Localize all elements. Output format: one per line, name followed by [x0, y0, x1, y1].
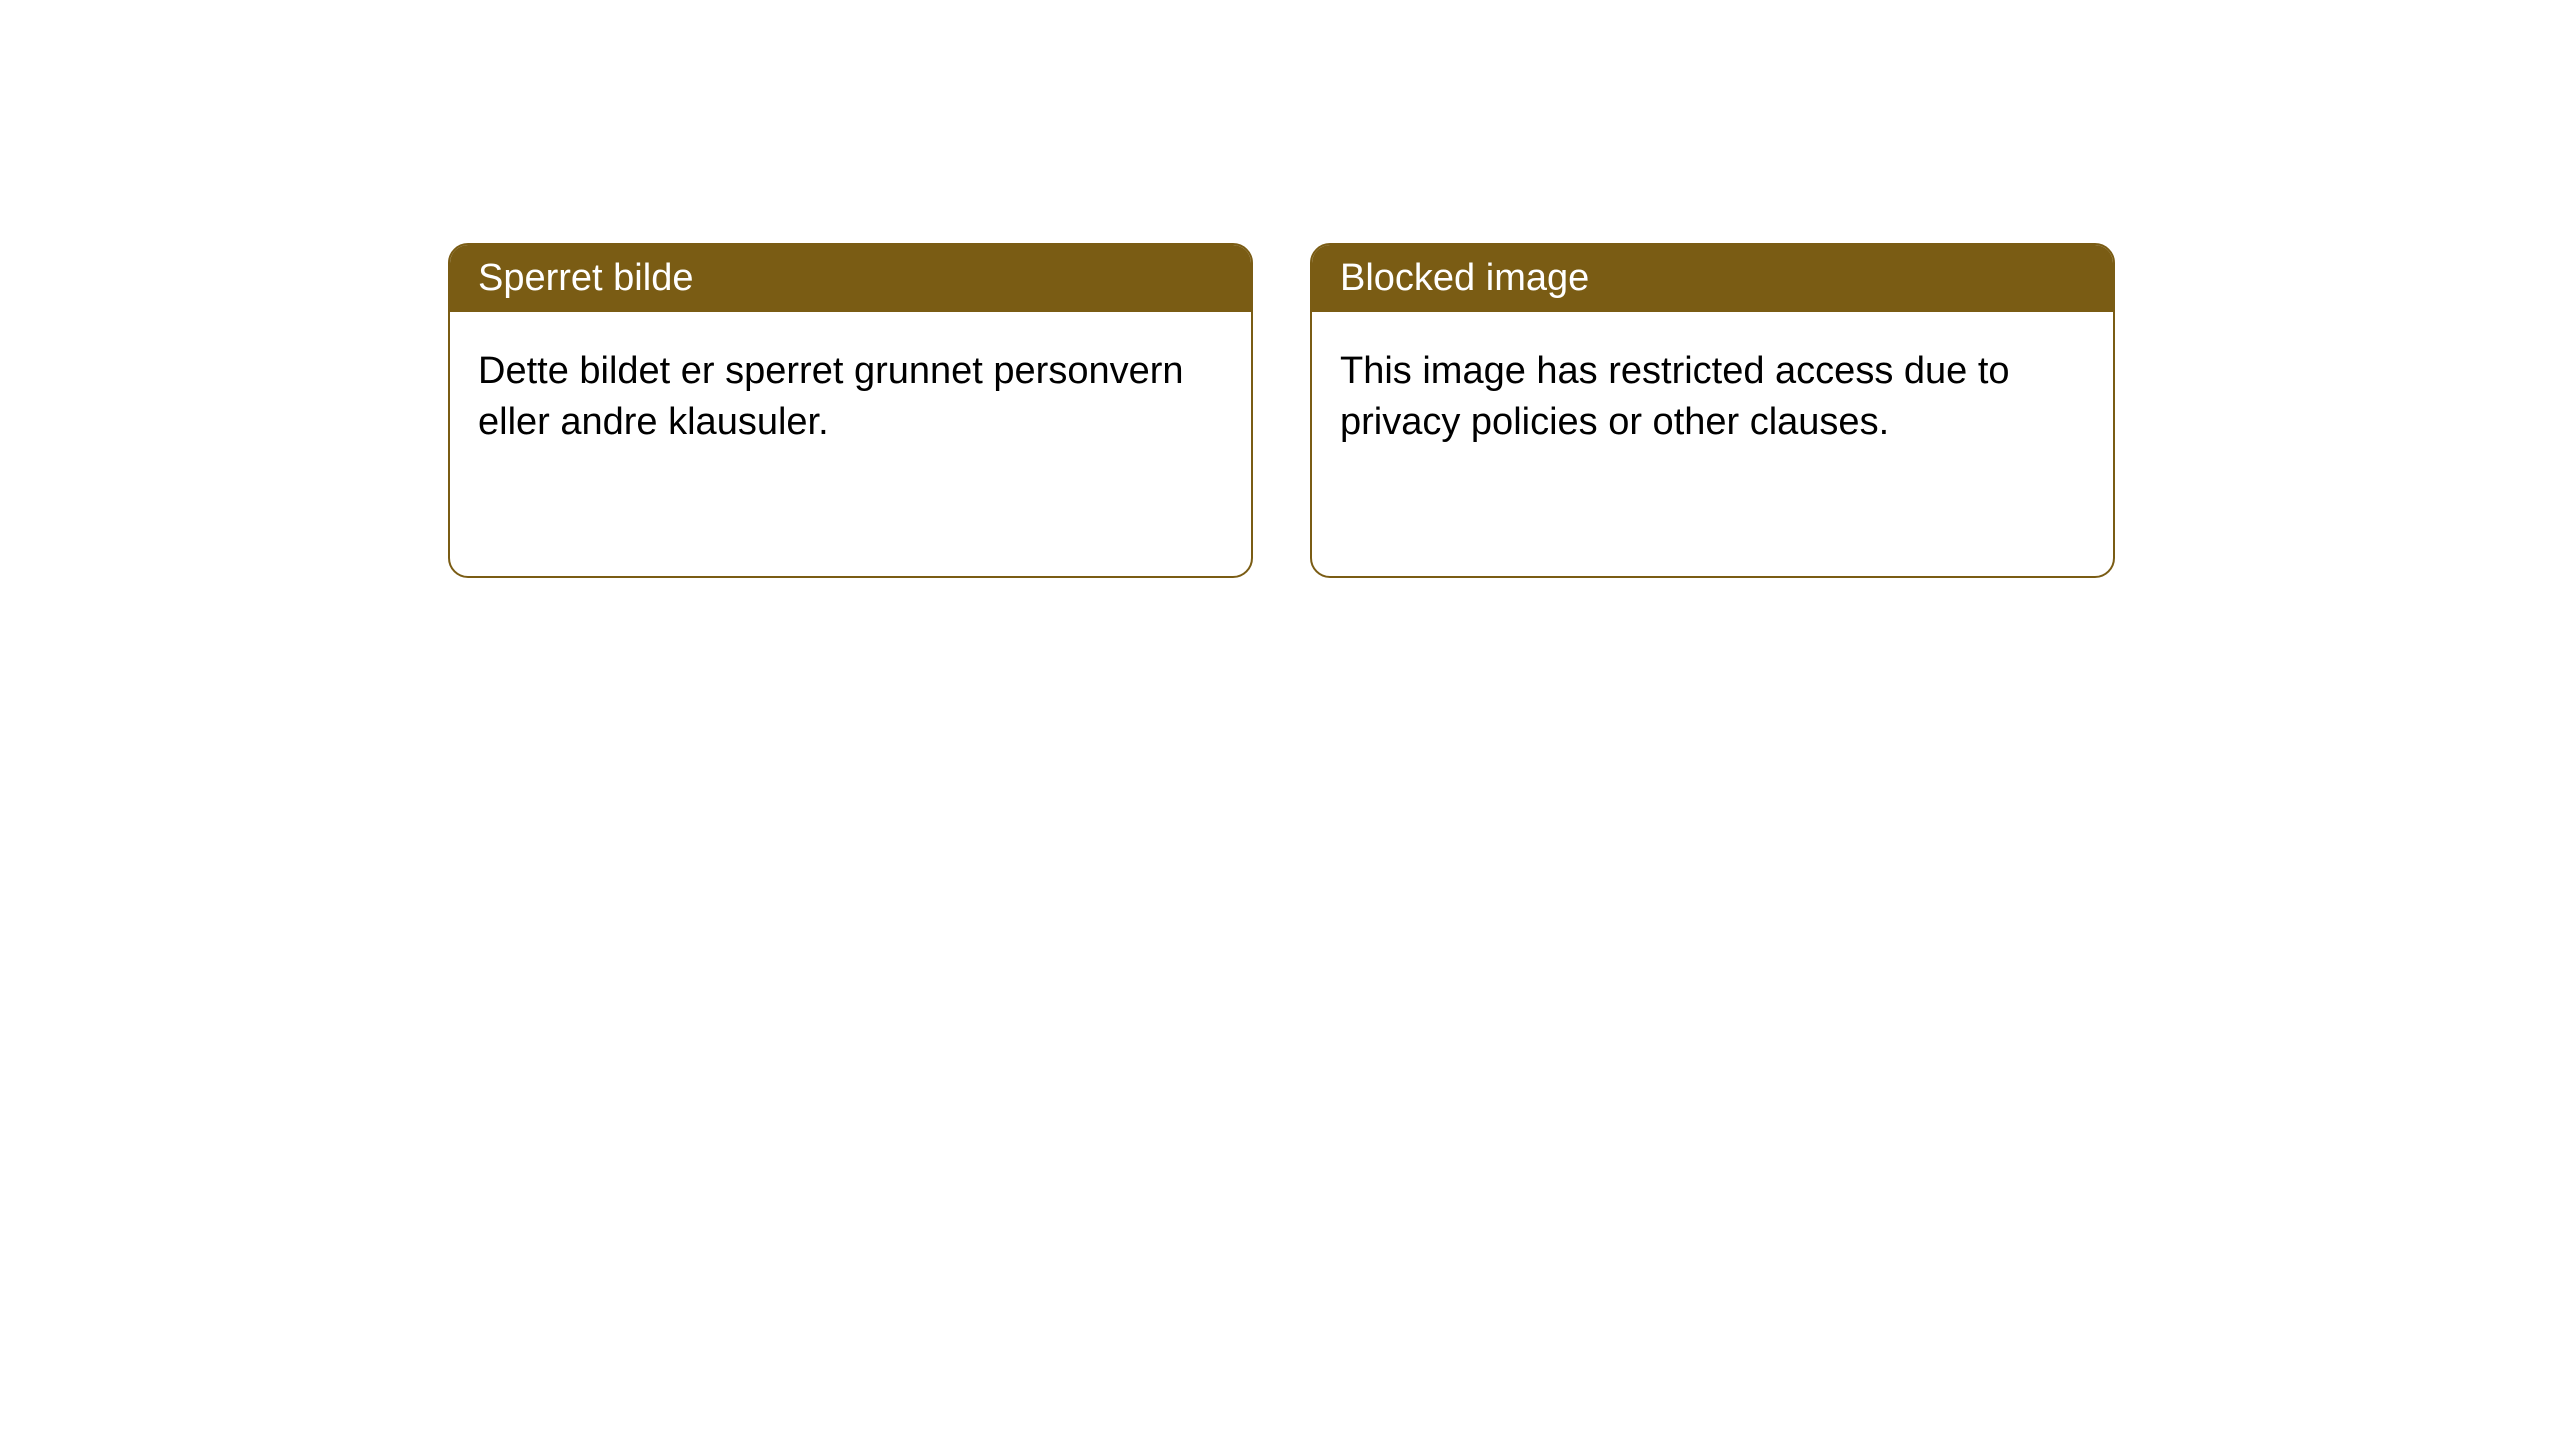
card-header-norwegian: Sperret bilde: [450, 245, 1251, 312]
notice-card-english: Blocked image This image has restricted …: [1310, 243, 2115, 578]
card-header-english: Blocked image: [1312, 245, 2113, 312]
card-body-norwegian: Dette bildet er sperret grunnet personve…: [450, 312, 1251, 483]
notice-container: Sperret bilde Dette bildet er sperret gr…: [448, 243, 2115, 578]
notice-card-norwegian: Sperret bilde Dette bildet er sperret gr…: [448, 243, 1253, 578]
card-body-english: This image has restricted access due to …: [1312, 312, 2113, 483]
